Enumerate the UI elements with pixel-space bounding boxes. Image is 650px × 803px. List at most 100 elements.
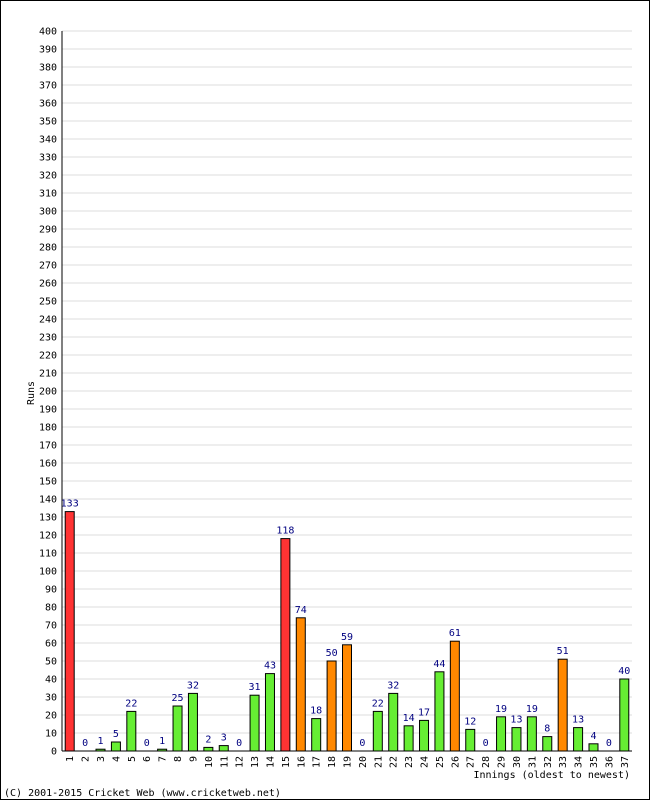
y-tick-label: 120	[39, 531, 57, 542]
x-tick-label: 1	[65, 756, 76, 762]
y-tick-label: 300	[39, 207, 57, 218]
bar	[449, 640, 460, 752]
data-label: 133	[61, 499, 79, 510]
data-label: 32	[387, 680, 399, 691]
x-tick-label: 30	[512, 756, 523, 768]
data-label: 40	[618, 666, 630, 677]
bar	[249, 694, 260, 752]
data-label: 1	[97, 736, 103, 747]
data-label: 8	[544, 724, 550, 735]
x-tick-label: 10	[204, 756, 215, 768]
y-tick-label: 130	[39, 513, 57, 524]
x-tick-label: 34	[574, 756, 585, 768]
bar	[557, 658, 568, 752]
y-tick-label: 20	[45, 711, 57, 722]
data-label: 0	[144, 738, 150, 749]
y-tick-label: 170	[39, 441, 57, 452]
y-tick-label: 160	[39, 459, 57, 470]
y-tick-label: 100	[39, 567, 57, 578]
y-tick-label: 250	[39, 297, 57, 308]
data-label: 43	[264, 661, 276, 672]
x-tick-label: 3	[96, 756, 107, 762]
copyright-text: (C) 2001-2015 Cricket Web (www.cricketwe…	[4, 788, 281, 799]
y-tick-label: 380	[39, 63, 57, 74]
data-label: 17	[418, 707, 430, 718]
x-tick-label: 24	[420, 756, 431, 768]
x-tick-label: 16	[296, 756, 307, 768]
data-label: 31	[249, 682, 261, 693]
data-label: 19	[495, 704, 507, 715]
y-tick-label: 310	[39, 189, 57, 200]
bar	[419, 719, 430, 752]
x-tick-labels: 1 2 3 4 5 6 7 8 9 10 11 12 13 14 15 16 17 18 19 20 21 22 23 24 2…	[65, 756, 631, 768]
x-tick-label: 32	[543, 756, 554, 768]
y-tick-label: 270	[39, 261, 57, 272]
y-tick-label: 0	[51, 747, 57, 758]
x-tick-label: 33	[558, 756, 569, 768]
y-tick-label: 290	[39, 225, 57, 236]
data-label: 14	[403, 713, 415, 724]
data-label: 19	[526, 704, 538, 715]
bar	[542, 736, 553, 752]
data-label: 12	[464, 716, 476, 727]
y-tick-label: 90	[45, 585, 57, 596]
bar	[342, 644, 352, 752]
x-tick-label: 21	[373, 756, 384, 768]
x-tick-label: 26	[450, 756, 461, 768]
y-tick-label: 230	[39, 333, 57, 344]
y-axis-label: Runs	[26, 381, 37, 405]
data-label: 13	[510, 715, 522, 726]
bar	[295, 617, 306, 752]
data-label: 59	[341, 632, 353, 643]
y-tick-label: 390	[39, 45, 57, 56]
data-label: 22	[372, 698, 384, 709]
bar	[496, 716, 507, 752]
y-tick-label: 180	[39, 423, 57, 434]
x-tick-label: 6	[142, 756, 153, 762]
data-label: 44	[433, 659, 445, 670]
bar	[465, 728, 476, 752]
y-tick-label: 190	[39, 405, 57, 416]
y-tick-label: 60	[45, 639, 57, 650]
data-label: 2	[205, 734, 211, 745]
x-tick-label: 35	[589, 756, 600, 768]
bar	[372, 710, 383, 752]
x-tick-label: 7	[158, 756, 169, 762]
x-tick-label: 4	[111, 756, 122, 762]
x-tick-label: 18	[327, 756, 338, 768]
y-tick-label: 240	[39, 315, 57, 326]
y-tick-labels: 0 10 20 30 40 50 60 70 80 90 100 110 120 130 140 150 160…	[39, 27, 57, 758]
data-label: 3	[221, 733, 227, 744]
data-label: 25	[172, 693, 184, 704]
bar	[110, 741, 121, 752]
data-label: 4	[590, 731, 596, 742]
data-label: 1	[159, 736, 165, 747]
y-tick-label: 220	[39, 351, 57, 362]
data-label: 18	[310, 706, 322, 717]
data-label: 50	[326, 648, 338, 659]
y-tick-label: 260	[39, 279, 57, 290]
x-tick-label: 8	[173, 756, 184, 762]
y-tick-label: 350	[39, 117, 57, 128]
data-label: 118	[276, 526, 294, 537]
x-tick-label: 13	[250, 756, 261, 768]
data-label: 0	[82, 738, 88, 749]
x-tick-label: 36	[604, 756, 615, 768]
x-tick-label: 2	[81, 756, 92, 762]
bar	[311, 718, 322, 752]
data-label: 61	[449, 628, 461, 639]
bars	[64, 511, 630, 752]
y-tick-label: 330	[39, 153, 57, 164]
x-tick-label: 19	[343, 756, 354, 768]
x-tick-label: 22	[389, 756, 400, 768]
x-tick-label: 37	[620, 756, 631, 768]
data-label: 13	[572, 715, 584, 726]
y-tick-label: 370	[39, 81, 57, 92]
y-tick-label: 10	[45, 729, 57, 740]
y-tick-label: 40	[45, 675, 57, 686]
y-tick-label: 150	[39, 477, 57, 488]
y-tick-label: 30	[45, 693, 57, 704]
